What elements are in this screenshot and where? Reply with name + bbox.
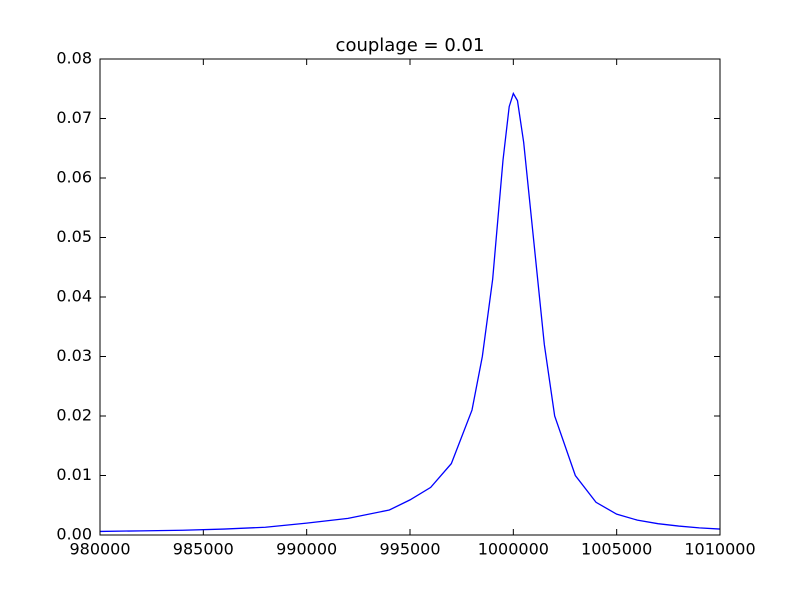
plot-frame xyxy=(99,58,721,536)
chart-title: couplage = 0.01 xyxy=(336,35,485,56)
x-tick-label: 985000 xyxy=(173,540,234,559)
x-tick-label: 1010000 xyxy=(684,540,755,559)
y-tick-label: 0.06 xyxy=(56,168,92,187)
y-tick-label: 0.00 xyxy=(56,525,92,544)
x-tick-label: 990000 xyxy=(276,540,337,559)
x-tick-label: 980000 xyxy=(69,540,130,559)
y-tick-label: 0.04 xyxy=(56,287,92,306)
y-tick-label: 0.07 xyxy=(56,108,92,127)
y-tick-label: 0.03 xyxy=(56,346,92,365)
x-tick-label: 1000000 xyxy=(478,540,549,559)
line-series xyxy=(99,91,721,533)
x-tick-label: 995000 xyxy=(379,540,440,559)
y-tick-label: 0.08 xyxy=(56,49,92,68)
x-tick-label: 1005000 xyxy=(581,540,652,559)
y-tick-label: 0.02 xyxy=(56,406,92,425)
y-tick-label: 0.05 xyxy=(56,227,92,246)
y-tick-label: 0.01 xyxy=(56,465,92,484)
